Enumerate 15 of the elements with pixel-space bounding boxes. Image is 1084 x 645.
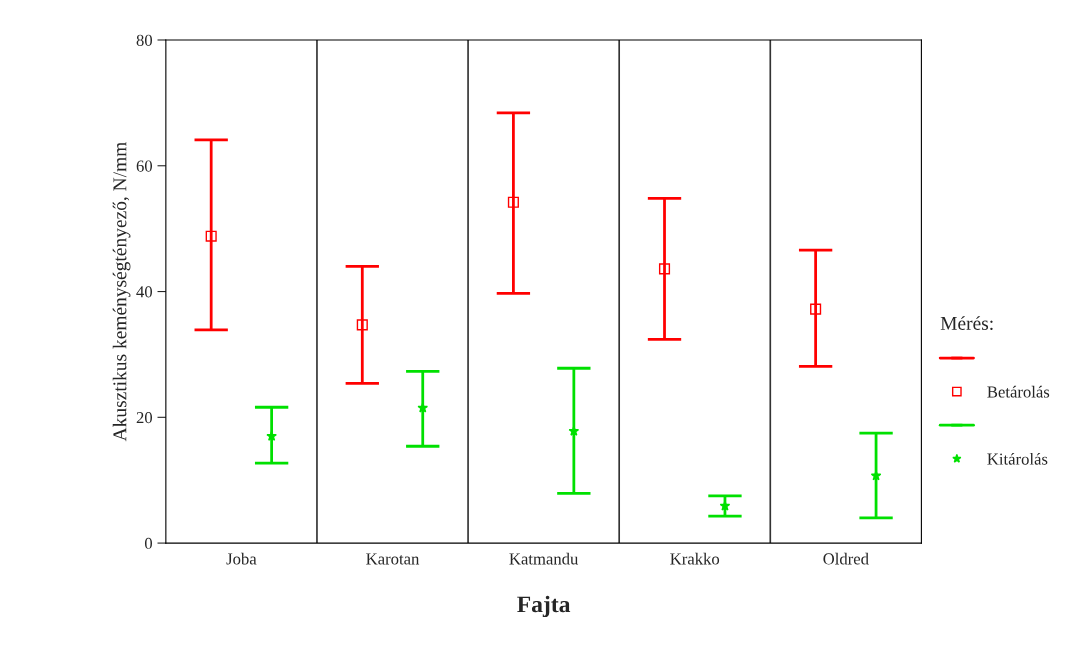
legend-title: Mérés: <box>940 316 993 331</box>
legend-label: Betárolás <box>987 385 1050 398</box>
x-tick-label: Karotan <box>366 553 420 565</box>
y-tick-label: 80 <box>136 34 153 46</box>
y-axis-title: Akusztikus keménységtényező, N/mm <box>112 141 131 442</box>
y-tick-label: 40 <box>136 286 153 298</box>
x-axis-title: Fajta <box>517 595 571 618</box>
x-tick-label: Oldred <box>823 552 869 565</box>
y-tick-label: 20 <box>136 412 153 424</box>
x-tick-label: Joba <box>226 552 257 565</box>
y-tick-label: 60 <box>136 160 153 172</box>
x-tick-label: Katmandu <box>509 552 579 565</box>
y-tick-label: 0 <box>144 537 153 550</box>
legend-label: Kitárolás <box>987 452 1048 465</box>
x-tick-label: Krakko <box>670 552 720 565</box>
